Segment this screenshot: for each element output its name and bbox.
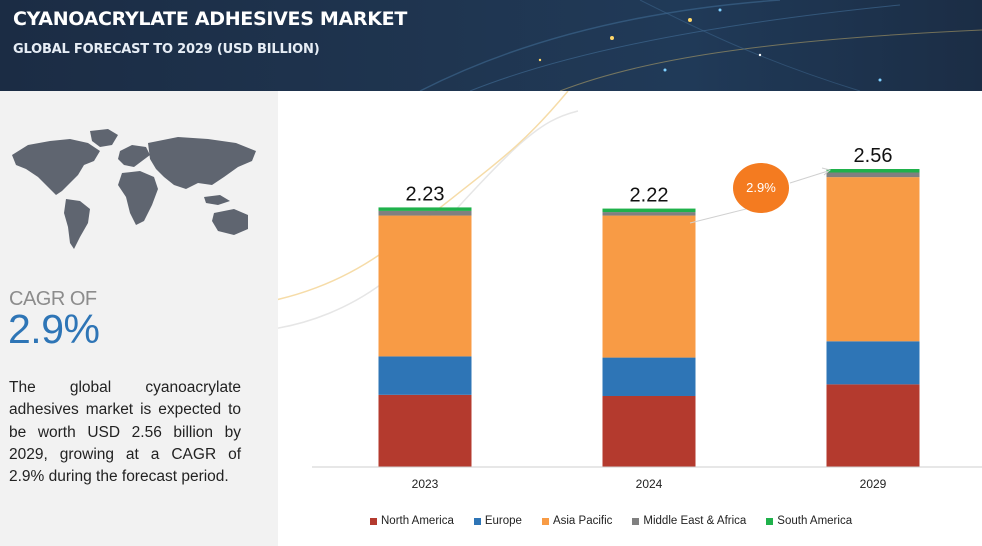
legend-swatch [473,517,481,525]
page-title: CYANOACRYLATE ADHESIVES MARKET [13,8,408,30]
legend-item-north-america: North America [370,515,454,527]
legend-label: Middle East & Africa [643,515,747,527]
chart-legend: North America Europe Asia Pacific Middle Ea… [370,513,872,529]
legend-item-asia-pacific: Asia Pacific [541,515,613,527]
cagr-label: CAGR OF [9,288,97,310]
bar-segment-middle-east-africa-2023 [378,210,472,216]
total-label-2023: 2.23 [406,183,445,205]
bar-segment-north-america-2029 [826,384,920,467]
legend-swatch [541,517,549,525]
legend-label: Europe [484,515,522,527]
legend-item-middle-east-africa: Middle East & Africa [632,515,746,527]
legend-label: Asia Pacific [552,515,613,527]
total-label-2029: 2.56 [854,145,893,167]
chart-area: 2.23 2023 2.22 2024 2.56 2029 2.9% North Amer… [278,91,982,546]
legend-swatch [370,517,377,525]
bar-segment-south-america-2029 [826,169,920,173]
bar-segment-europe-2023 [378,356,472,395]
market-description: The global cyanoacrylate adhesives marke… [9,379,241,486]
cagr-bubble: 2.9% [733,163,789,213]
bar-segment-asia-pacific-2029 [826,177,920,342]
header-banner: CYANOACRYLATE ADHESIVES MARKET GLOBAL FO… [0,0,982,91]
bar-segment-north-america-2024 [602,395,696,467]
header-decoration [419,0,982,91]
bar-segment-asia-pacific-2024 [602,215,696,358]
bar-segment-middle-east-africa-2024 [602,212,696,216]
bar-segment-south-america-2023 [378,207,472,211]
bar-segment-north-america-2023 [378,394,472,467]
bar-segment-europe-2029 [826,341,920,385]
legend-swatch [766,517,774,525]
summary-panel: CAGR OF 2.9% The global cyanoacrylate ad… [0,91,278,546]
bar-segment-south-america-2024 [602,208,696,213]
cagr-value: 2.9% [8,306,100,352]
page-subtitle: GLOBAL FORECAST TO 2029 (USD BILLION) [13,42,320,57]
bar-segment-middle-east-africa-2029 [826,172,920,178]
bar-segment-asia-pacific-2023 [378,215,472,357]
legend-swatch [632,517,640,525]
total-label-2024: 2.22 [630,185,669,207]
legend-item-europe: Europe [473,515,522,527]
legend-label: North America [381,515,454,527]
stacked-bar-chart: 2.23 2023 2.22 2024 2.56 2029 [278,91,982,491]
bar-segment-europe-2024 [602,357,696,396]
legend-label: South America [777,515,853,527]
x-tick-label-2024: 2024 [636,477,663,491]
x-tick-label-2023: 2023 [412,477,439,491]
world-map-icon [12,129,256,249]
x-tick-label-2029: 2029 [860,477,887,491]
legend-item-south-america: South America [766,515,852,527]
